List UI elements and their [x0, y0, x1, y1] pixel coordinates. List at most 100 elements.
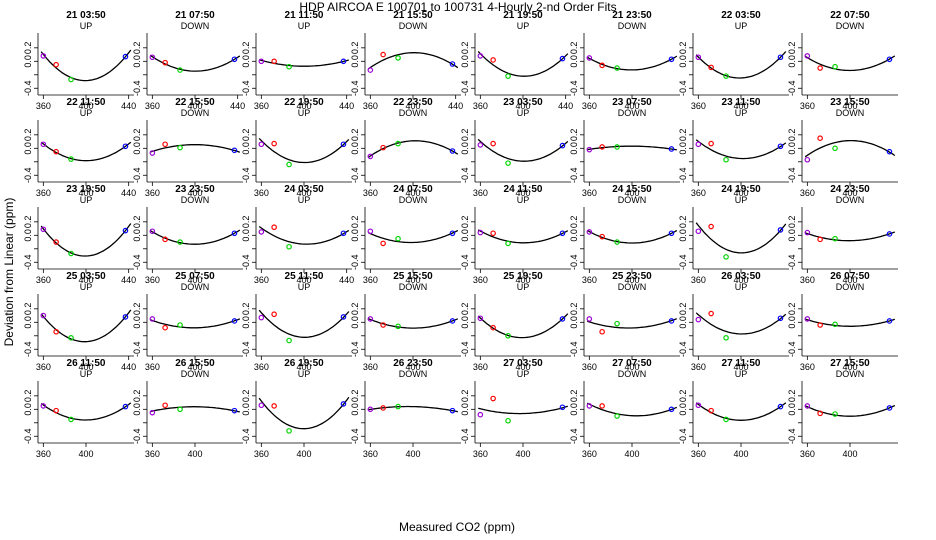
panel-mode-label: UP	[517, 108, 530, 118]
data-point	[122, 143, 129, 150]
data-point	[68, 156, 74, 162]
x-tick-label: 400	[733, 188, 748, 198]
fit-curve	[40, 141, 132, 162]
y-tick-label: 0.0	[569, 55, 579, 68]
data-point	[367, 406, 374, 413]
data-point	[586, 403, 593, 409]
data-point	[258, 58, 265, 65]
y-tick-label: 0.0	[132, 142, 142, 155]
fit-curve	[586, 318, 678, 329]
panel-title: 22 19:50	[284, 97, 324, 108]
panel-title: 24 19:50	[721, 184, 761, 195]
y-tick-label: 0.0	[460, 142, 470, 155]
data-point	[395, 55, 401, 61]
panel-mode-label: UP	[298, 195, 311, 205]
data-point	[340, 230, 347, 237]
x-tick-label: 400	[405, 449, 420, 459]
y-tick-label: 0.0	[569, 229, 579, 242]
data-point	[599, 403, 605, 409]
x-tick-label: 400	[842, 275, 857, 285]
x-tick-label: 400	[515, 275, 530, 285]
fit-curve	[586, 229, 678, 244]
x-tick-label: 400	[78, 188, 93, 198]
data-point	[777, 315, 784, 322]
data-point	[40, 53, 47, 59]
y-tick-label: 0.2	[569, 42, 579, 55]
panel-mode-label: DOWN	[399, 369, 428, 379]
data-point	[559, 230, 566, 237]
fit-curve	[40, 309, 132, 343]
x-tick-label: 400	[733, 275, 748, 285]
y-tick-label: -0.4	[569, 342, 579, 358]
x-tick-label: 400	[624, 362, 639, 372]
data-point	[122, 314, 129, 320]
data-point	[490, 230, 496, 237]
y-tick-label: 0.2	[241, 303, 251, 316]
y-tick-label: 0.2	[787, 129, 797, 142]
y-tick-label: -0.4	[241, 255, 251, 271]
panel-mode-label: UP	[298, 108, 311, 118]
data-point	[599, 328, 605, 335]
panel-mode-label: UP	[517, 21, 530, 31]
x-tick-label: 360	[145, 101, 160, 111]
x-tick-label: 360	[254, 275, 269, 285]
panel-title: 25 19:50	[503, 271, 543, 282]
data-point	[149, 409, 156, 416]
data-point	[177, 144, 183, 151]
fit-curve	[258, 396, 350, 430]
x-tick-label: 440	[339, 275, 354, 285]
data-point	[162, 141, 168, 148]
data-point	[804, 53, 811, 59]
y-tick-label: 0.0	[678, 55, 688, 68]
data-point	[804, 229, 811, 236]
panel-mode-label: UP	[735, 282, 748, 292]
data-point	[340, 401, 347, 407]
data-point	[832, 145, 838, 152]
y-tick-label: -0.4	[241, 429, 251, 445]
panel-title: 24 03:50	[284, 184, 324, 195]
fit-curve	[40, 223, 132, 257]
y-tick-label: 0.2	[787, 303, 797, 316]
x-tick-label: 400	[78, 449, 93, 459]
data-point	[177, 406, 183, 413]
y-tick-label: 0.2	[569, 390, 579, 403]
data-point	[777, 403, 784, 410]
data-point	[490, 324, 496, 331]
data-point	[122, 403, 129, 410]
x-tick-label: 400	[296, 362, 311, 372]
x-tick-label: 360	[800, 188, 815, 198]
panel-mode-label: UP	[735, 195, 748, 205]
y-tick-label: -0.4	[460, 342, 470, 358]
data-point	[449, 61, 456, 67]
panel-title: 23 11:50	[722, 97, 761, 108]
x-tick-label: 360	[473, 275, 488, 285]
y-tick-label: 0.2	[350, 303, 360, 316]
y-tick-label: -0.4	[23, 429, 33, 445]
x-tick-label: 360	[145, 449, 160, 459]
x-tick-label: 360	[145, 188, 160, 198]
panel-mode-label: DOWN	[618, 108, 647, 118]
x-tick-label: 400	[405, 362, 420, 372]
panel-title: 23 07:50	[612, 97, 652, 108]
y-tick-label: -0.4	[678, 168, 688, 184]
data-point	[271, 140, 277, 147]
panel-title: 26 15:50	[175, 358, 215, 369]
panel-title: 27 03:50	[503, 358, 543, 369]
fit-curve	[804, 139, 896, 158]
y-tick-label: 0.0	[350, 316, 360, 329]
y-tick-label: 0.2	[460, 42, 470, 55]
x-tick-label: 440	[121, 362, 136, 372]
x-tick-label: 360	[36, 275, 51, 285]
x-tick-label: 400	[78, 101, 93, 111]
